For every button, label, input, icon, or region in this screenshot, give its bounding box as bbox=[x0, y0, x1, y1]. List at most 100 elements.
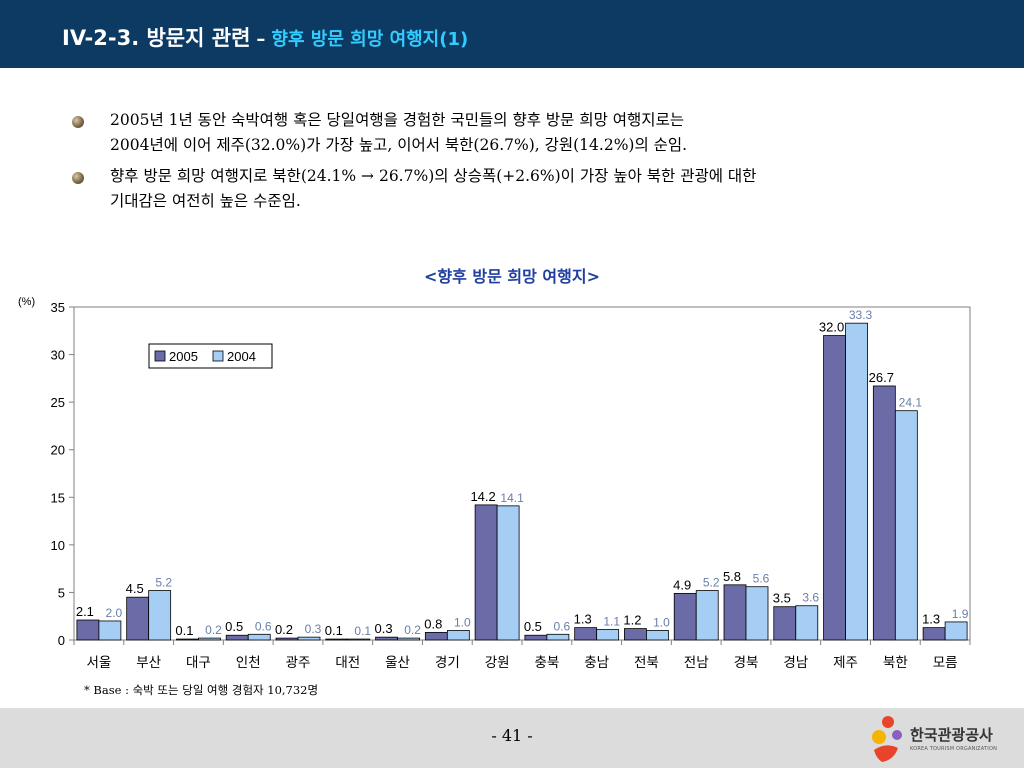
x-category-label: 충남 bbox=[584, 655, 609, 671]
bullet-2-line-1: 향후 방문 희망 여행지로 북한(24.1% → 26.7%)의 상승폭(+2.… bbox=[110, 167, 757, 185]
chart-title: <향후 방문 희망 여행지> bbox=[424, 267, 600, 286]
data-label-2004: 2.0 bbox=[106, 606, 123, 620]
x-category-label: 서울 bbox=[86, 655, 111, 671]
data-label-2004: 24.1 bbox=[899, 396, 923, 410]
bar-2004 bbox=[894, 410, 918, 641]
data-label-2005: 0.1 bbox=[325, 623, 343, 638]
logo-subtext: KOREA TOURISM ORGANIZATION bbox=[910, 746, 998, 752]
y-tick-label: 30 bbox=[51, 348, 65, 363]
data-label-2004: 5.6 bbox=[753, 572, 770, 586]
bar-2004 bbox=[496, 505, 520, 641]
x-category-label: 충북 bbox=[534, 655, 559, 671]
legend-swatch-2005 bbox=[154, 350, 166, 362]
bar-2005 bbox=[176, 638, 199, 641]
bar-2004 bbox=[446, 630, 470, 641]
bar-2005 bbox=[673, 592, 697, 641]
x-category-label: 전북 bbox=[634, 655, 659, 671]
data-label-2004: 5.2 bbox=[703, 576, 720, 590]
bar-2005 bbox=[922, 627, 946, 641]
data-label-2004: 0.3 bbox=[305, 622, 322, 636]
data-label-2005: 0.8 bbox=[424, 616, 442, 631]
bar-2005 bbox=[524, 634, 548, 641]
bar-2004 bbox=[695, 590, 719, 641]
x-category-label: 인천 bbox=[236, 655, 261, 671]
bullet-text-2: 향후 방문 희망 여행지로 북한(24.1% → 26.7%)의 상승폭(+2.… bbox=[110, 164, 910, 214]
y-tick-label: 0 bbox=[58, 633, 65, 648]
y-tick-label: 25 bbox=[51, 395, 65, 410]
data-label-2005: 0.5 bbox=[524, 619, 542, 634]
bar-2004 bbox=[347, 638, 371, 641]
bar-2005 bbox=[225, 634, 249, 641]
title-sub: 향후 방문 희망 여행지(1) bbox=[271, 29, 469, 50]
y-tick-label: 35 bbox=[51, 300, 65, 315]
bar-2005 bbox=[574, 627, 598, 641]
bar-2004 bbox=[148, 590, 172, 641]
header-bar: IV-2-3. 방문지 관련 – 향후 방문 희망 여행지(1) bbox=[0, 0, 1024, 68]
logo-emblem-icon bbox=[872, 716, 902, 762]
bar-2004 bbox=[944, 621, 968, 641]
bar-2004 bbox=[795, 605, 819, 641]
data-label-2004: 0.6 bbox=[554, 619, 571, 633]
x-category-label: 경북 bbox=[734, 655, 759, 671]
y-tick-label: 15 bbox=[51, 490, 65, 505]
data-label-2005: 2.1 bbox=[76, 604, 94, 619]
page-number: - 41 - bbox=[491, 726, 533, 745]
y-tick-label: 20 bbox=[51, 443, 65, 458]
data-label-2004: 0.1 bbox=[354, 624, 371, 638]
x-category-label: 경남 bbox=[783, 655, 808, 671]
title-main: IV-2-3. 방문지 관련 bbox=[62, 26, 251, 50]
bullet-icon bbox=[72, 172, 84, 184]
data-label-2005: 4.9 bbox=[673, 577, 691, 592]
data-label-2005: 0.1 bbox=[175, 623, 193, 638]
data-label-2004: 1.0 bbox=[653, 615, 670, 629]
bar-2004 bbox=[198, 637, 221, 641]
bar-2004 bbox=[247, 633, 271, 641]
legend-label-2004: 2004 bbox=[227, 349, 256, 364]
data-label-2004: 0.2 bbox=[404, 623, 421, 637]
bullet-icon bbox=[72, 116, 84, 128]
data-label-2004: 1.9 bbox=[952, 607, 969, 621]
bar-2005 bbox=[823, 335, 846, 641]
y-tick-label: 10 bbox=[51, 538, 65, 553]
bar-2005 bbox=[424, 631, 448, 641]
x-category-label: 부산 bbox=[136, 655, 161, 671]
chart-footnote: * Base : 숙박 또는 당일 여행 경험자 10,732명 bbox=[84, 683, 318, 697]
organization-logo: 한국관광공사 KOREA TOURISM ORGANIZATION bbox=[868, 712, 1018, 764]
bullet-2-line-2: 기대감은 여전히 높은 수준임. bbox=[110, 192, 301, 210]
data-label-2005: 26.7 bbox=[869, 370, 894, 385]
bar-2004 bbox=[98, 620, 122, 641]
data-label-2005: 5.8 bbox=[723, 569, 741, 584]
bar-2005 bbox=[126, 596, 150, 641]
bar-2005 bbox=[76, 619, 100, 641]
data-label-2004: 5.2 bbox=[155, 576, 172, 590]
bar-2004 bbox=[397, 637, 420, 641]
y-tick-label: 5 bbox=[58, 585, 65, 600]
bullet-1-line-1: 2005년 1년 동안 숙박여행 혹은 당일여행을 경험한 국민들의 향후 방문… bbox=[110, 111, 685, 129]
bar-2004 bbox=[646, 630, 669, 641]
data-label-2004: 0.6 bbox=[255, 619, 272, 633]
bar-2005 bbox=[723, 584, 747, 641]
bar-2004 bbox=[596, 629, 620, 641]
bar-2004 bbox=[546, 633, 570, 641]
title-dash: – bbox=[256, 29, 266, 50]
data-label-2005: 1.3 bbox=[922, 612, 940, 627]
legend-swatch-2004 bbox=[212, 350, 224, 362]
data-label-2005: 0.3 bbox=[375, 621, 393, 636]
data-label-2005: 14.2 bbox=[470, 489, 495, 504]
x-category-label: 울산 bbox=[385, 655, 410, 671]
footer-bar bbox=[0, 708, 1024, 768]
logo-text: 한국관광공사 bbox=[910, 726, 993, 744]
bar-2005 bbox=[275, 637, 299, 641]
bar-2005 bbox=[872, 385, 896, 641]
bar-2004 bbox=[745, 586, 769, 641]
data-label-2005: 0.5 bbox=[225, 619, 243, 634]
data-label-2004: 1.0 bbox=[454, 615, 471, 629]
x-category-label: 북한 bbox=[883, 655, 908, 671]
y-axis-unit-label: (%) bbox=[18, 296, 35, 308]
data-label-2005: 0.2 bbox=[275, 622, 293, 637]
bar-2005 bbox=[773, 606, 797, 641]
x-category-label: 전남 bbox=[684, 655, 709, 671]
x-category-label: 대구 bbox=[186, 655, 211, 671]
bar-chart: <향후 방문 희망 여행지> (%) 0 5 10 15 20 25 30 35 2.1 2.0 서울 4… bbox=[18, 267, 971, 697]
x-category-label: 광주 bbox=[286, 655, 311, 671]
